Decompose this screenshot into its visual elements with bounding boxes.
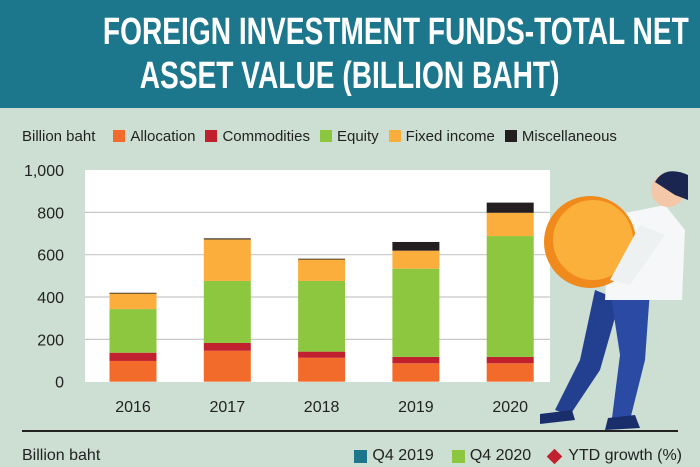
legend-label: Commodities	[222, 127, 310, 145]
legend-item-allocation: Allocation	[113, 128, 195, 145]
coin-face	[553, 200, 633, 280]
y-tick-label: 400	[37, 290, 64, 307]
legend-item-commodities: Commodities	[205, 128, 310, 145]
x-tick-label: 2020	[492, 399, 528, 416]
stacked-bar-chart: 0 200 400 600 800 1,000 2016 2017 2018 2019 2020	[24, 163, 688, 430]
unit-label: Billion baht	[22, 127, 96, 145]
bar-2017-fixed-income	[203, 239, 251, 281]
legend-item-equity: Equity	[319, 127, 379, 145]
y-tick-label: 200	[37, 332, 64, 349]
legend-item-miscellaneous: Miscellaneous	[504, 127, 617, 145]
x-tick-label: 2019	[398, 399, 434, 416]
bar-2020-allocation	[486, 363, 534, 382]
bar-2017-allocation	[203, 350, 251, 382]
shoe-front	[605, 415, 640, 430]
bar-2018-equity	[298, 280, 346, 352]
second-legend-item: YTD growth (%)	[546, 447, 682, 465]
leg-front	[610, 290, 650, 420]
bar-2019-miscellaneous	[392, 241, 440, 251]
bar-2018-miscellaneous	[298, 258, 346, 260]
legend-swatch	[504, 130, 517, 142]
legend-label: Q4 2020	[469, 447, 532, 464]
y-tick-label: 600	[37, 248, 64, 265]
legend-swatch	[451, 449, 465, 463]
title-line-1-row: FOREIGN INVESTMENT FUNDS-TOTAL NET	[0, 10, 700, 54]
bar-2019-fixed-income	[392, 250, 440, 269]
y-tick-label: 1,000	[24, 163, 64, 180]
bar-2017-commodities	[203, 342, 251, 351]
legend-label: YTD growth (%)	[568, 447, 682, 464]
legend-label: Miscellaneous	[521, 127, 617, 145]
bar-2019-equity	[392, 268, 440, 357]
bar-2019-allocation	[392, 363, 440, 382]
legend-label: Allocation	[130, 127, 196, 145]
legend-swatch	[388, 130, 401, 142]
diamond-icon	[546, 448, 563, 464]
title-line-1: FOREIGN INVESTMENT FUNDS-TOTAL NET	[102, 11, 689, 53]
legend-label: Fixed income	[405, 127, 495, 145]
bar-2017-miscellaneous	[203, 238, 251, 240]
legend-swatch	[319, 130, 332, 142]
bar-2017-equity	[203, 280, 251, 343]
bar-2016-equity	[109, 309, 157, 353]
bar-2018-allocation	[298, 357, 346, 382]
x-tick-label: 2017	[210, 399, 246, 416]
bar-2018-commodities	[298, 351, 346, 358]
second-legend-item: Q4 2020	[451, 447, 532, 465]
bar-2020-fixed-income	[486, 212, 534, 237]
bar-2016-miscellaneous	[109, 292, 157, 294]
y-tick-label: 800	[37, 205, 64, 222]
title-line-2: ASSET VALUE (BILLION BAHT)	[140, 55, 560, 97]
bar-2016-fixed-income	[109, 293, 157, 310]
second-unit-label: Billion baht	[22, 447, 101, 464]
shoe-back	[540, 410, 575, 424]
bar-2020-miscellaneous	[486, 202, 534, 213]
legend-swatch	[113, 130, 126, 142]
legend-swatch	[354, 449, 368, 463]
bar-2020-commodities	[486, 356, 534, 364]
legend: Billion baht Allocation Commodities Equity…	[22, 125, 627, 147]
section-divider	[22, 430, 678, 432]
bar-2016-allocation	[109, 360, 157, 382]
title-banner: FOREIGN INVESTMENT FUNDS-TOTAL NET ASSET…	[0, 0, 700, 108]
bar-2016-commodities	[109, 352, 157, 361]
legend-swatch	[205, 130, 218, 142]
bar-2020-equity	[486, 236, 534, 357]
leg-back	[555, 290, 620, 415]
chart-title: FOREIGN INVESTMENT FUNDS-TOTAL NET ASSET…	[0, 10, 700, 98]
legend-label: Q4 2019	[372, 447, 434, 464]
x-tick-label: 2016	[115, 399, 151, 416]
x-tick-label: 2018	[304, 399, 340, 416]
legend-label: Equity	[336, 127, 379, 145]
title-line-2-row: ASSET VALUE (BILLION BAHT)	[0, 54, 700, 98]
man-carrying-coin-illustration	[540, 171, 688, 430]
legend-item-fixed-income: Fixed income	[388, 127, 495, 145]
hair	[655, 171, 688, 200]
second-legend-item: Q4 2019	[354, 447, 434, 465]
bar-2018-fixed-income	[298, 259, 346, 281]
bar-2019-commodities	[392, 356, 440, 364]
arm	[610, 225, 665, 285]
y-tick-label: 0	[55, 375, 64, 392]
second-chart-legend: Billion baht Q4 2019 Q4 2020 YTD growth (%…	[22, 447, 682, 467]
